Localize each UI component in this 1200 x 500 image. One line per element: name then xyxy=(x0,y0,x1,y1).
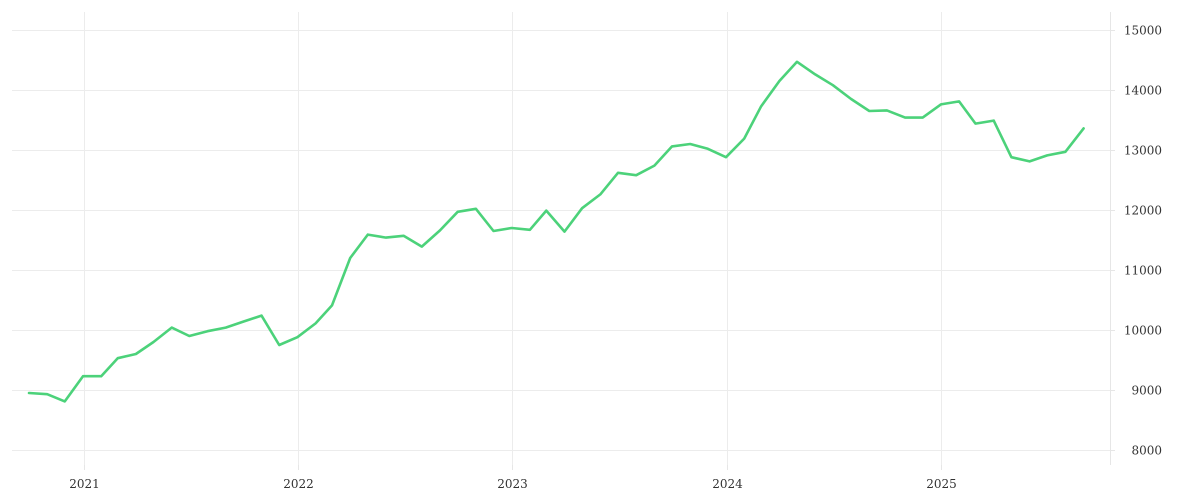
x-tick-label: 2025 xyxy=(926,477,957,491)
x-tick-label: 2024 xyxy=(712,477,743,491)
axis-layer xyxy=(84,12,1115,470)
data-point[interactable] xyxy=(866,108,872,114)
data-point[interactable] xyxy=(365,232,371,238)
data-point[interactable] xyxy=(98,373,104,379)
data-point[interactable] xyxy=(776,78,782,84)
data-point[interactable] xyxy=(991,118,997,124)
data-point[interactable] xyxy=(491,228,497,234)
data-point[interactable] xyxy=(884,107,890,113)
data-point[interactable] xyxy=(1008,154,1014,160)
data-point[interactable] xyxy=(383,235,389,241)
data-point[interactable] xyxy=(543,208,549,214)
y-tick-label: 8000 xyxy=(1131,444,1162,458)
data-point[interactable] xyxy=(830,82,836,88)
y-tick-label: 9000 xyxy=(1131,384,1162,398)
data-point[interactable] xyxy=(347,255,353,261)
data-point[interactable] xyxy=(956,98,962,104)
x-tick-label: 2021 xyxy=(69,477,100,491)
data-point[interactable] xyxy=(169,325,175,331)
data-point[interactable] xyxy=(1062,149,1068,155)
data-point[interactable] xyxy=(133,351,139,357)
x-tick-label: 2022 xyxy=(283,477,314,491)
data-point[interactable] xyxy=(115,355,121,361)
data-point[interactable] xyxy=(240,319,246,325)
data-point[interactable] xyxy=(597,191,603,197)
data-point[interactable] xyxy=(527,227,533,233)
data-point[interactable] xyxy=(741,136,747,142)
y-tick-label: 15000 xyxy=(1124,24,1162,38)
data-point[interactable] xyxy=(633,172,639,178)
data-point[interactable] xyxy=(223,325,229,331)
data-point[interactable] xyxy=(329,302,335,308)
data-point[interactable] xyxy=(562,229,568,235)
y-tick-label: 13000 xyxy=(1124,144,1162,158)
data-point[interactable] xyxy=(186,333,192,339)
label-layer: 8000 9000 10000 11000 12000 13000 14000 15000 20… xyxy=(69,24,1162,492)
data-point[interactable] xyxy=(1044,152,1050,158)
data-point[interactable] xyxy=(579,205,585,211)
data-point[interactable] xyxy=(651,163,657,169)
data-point[interactable] xyxy=(313,320,319,326)
data-point[interactable] xyxy=(437,227,443,233)
data-point[interactable] xyxy=(687,141,693,147)
data-point[interactable] xyxy=(1081,125,1087,131)
y-tick-label: 12000 xyxy=(1124,204,1162,218)
data-point[interactable] xyxy=(669,143,675,149)
data-point[interactable] xyxy=(44,391,50,397)
data-point[interactable] xyxy=(401,233,407,239)
data-point[interactable] xyxy=(294,334,300,340)
y-tick-label: 10000 xyxy=(1124,324,1162,338)
x-tick-label: 2023 xyxy=(497,477,528,491)
data-point[interactable] xyxy=(151,339,157,345)
data-point[interactable] xyxy=(26,390,32,396)
data-point[interactable] xyxy=(62,398,68,404)
data-point[interactable] xyxy=(259,313,265,319)
data-point[interactable] xyxy=(1027,158,1033,164)
data-point[interactable] xyxy=(973,121,979,127)
data-point[interactable] xyxy=(920,115,926,121)
data-point[interactable] xyxy=(455,209,461,215)
data-point[interactable] xyxy=(848,96,854,102)
data-point[interactable] xyxy=(473,206,479,212)
data-point[interactable] xyxy=(205,328,211,334)
y-tick-label: 14000 xyxy=(1124,84,1162,98)
data-point[interactable] xyxy=(938,101,944,107)
data-point[interactable] xyxy=(705,146,711,152)
data-point[interactable] xyxy=(758,103,764,109)
data-point[interactable] xyxy=(902,115,908,121)
series-line-0 xyxy=(27,60,1085,403)
data-point[interactable] xyxy=(812,71,818,77)
data-point[interactable] xyxy=(723,154,729,160)
data-point[interactable] xyxy=(509,225,515,231)
data-point[interactable] xyxy=(80,373,86,379)
data-point[interactable] xyxy=(276,342,282,348)
y-tick-label: 11000 xyxy=(1124,264,1162,278)
grid-layer xyxy=(12,12,1110,465)
series-layer xyxy=(26,59,1087,404)
data-point[interactable] xyxy=(419,244,425,250)
data-point[interactable] xyxy=(615,170,621,176)
data-point[interactable] xyxy=(794,59,800,65)
